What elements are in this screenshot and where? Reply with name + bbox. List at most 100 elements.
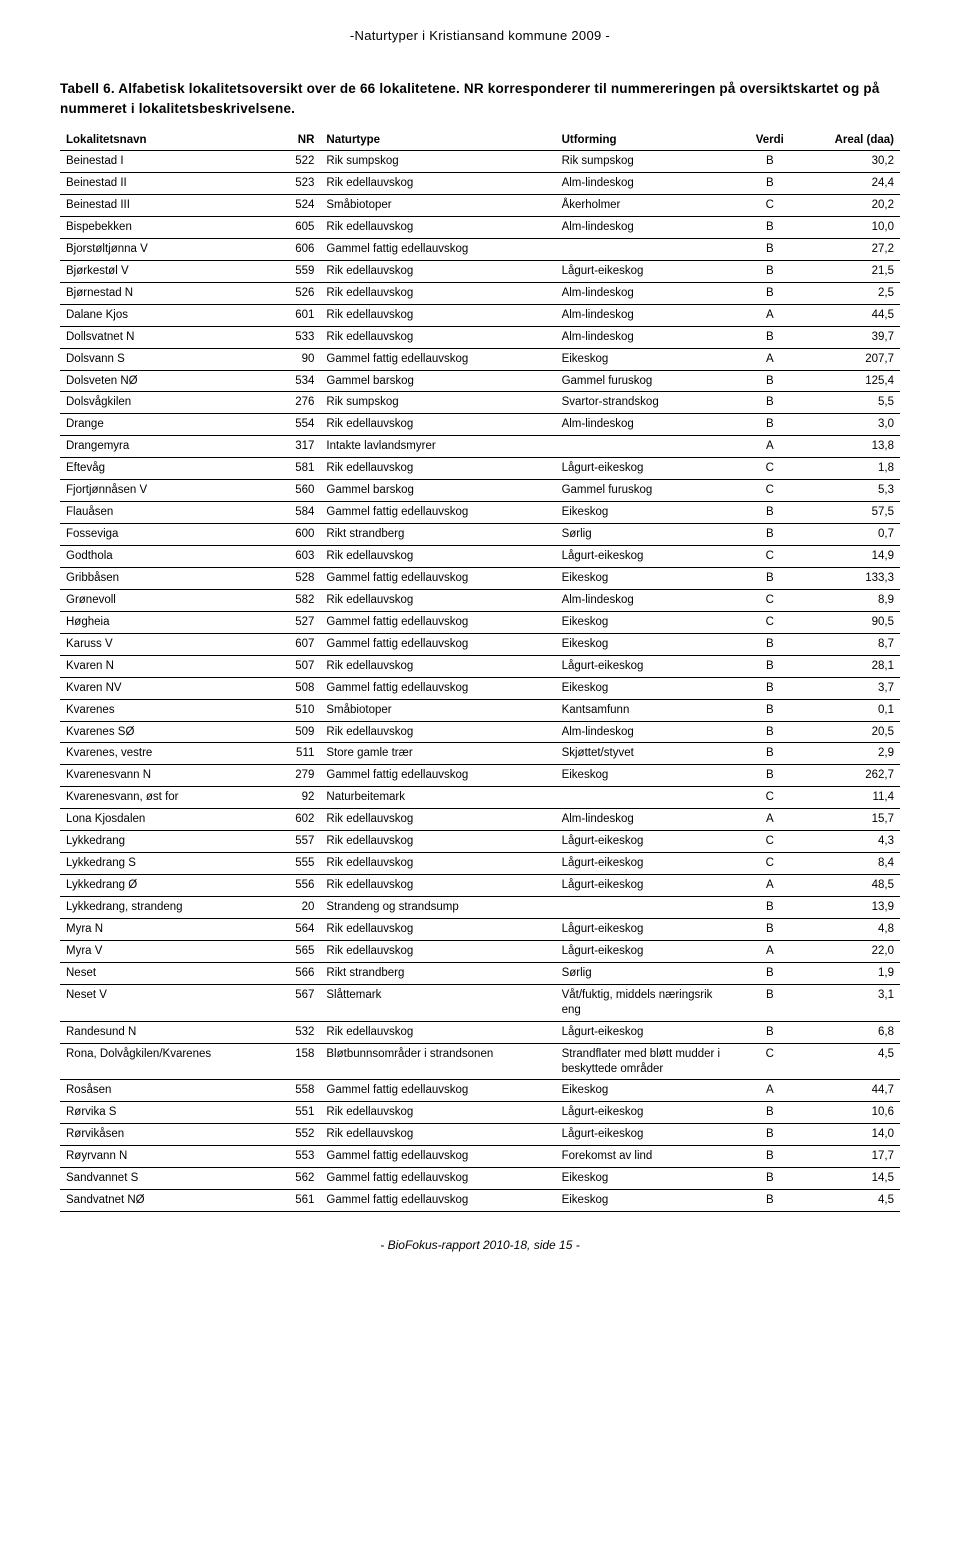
table-cell: Alm-lindeskog <box>556 304 741 326</box>
table-row: Lona Kjosdalen602Rik edellauvskogAlm-lin… <box>60 809 900 831</box>
table-cell: 553 <box>270 1146 320 1168</box>
table-cell: Bispebekken <box>60 216 270 238</box>
table-cell: Gammel fattig edellauvskog <box>320 567 555 589</box>
table-cell: Lågurt-eikeskog <box>556 546 741 568</box>
table-cell: Rørvikåsen <box>60 1124 270 1146</box>
table-cell: Alm-lindeskog <box>556 216 741 238</box>
table-cell: Myra N <box>60 918 270 940</box>
table-cell: B <box>740 743 799 765</box>
table-row: Høgheia527Gammel fattig edellauvskogEike… <box>60 611 900 633</box>
table-cell: Gammel fattig edellauvskog <box>320 1190 555 1212</box>
table-cell: Rik edellauvskog <box>320 414 555 436</box>
table-row: Dolsvågkilen276Rik sumpskogSvartor-stran… <box>60 392 900 414</box>
table-cell: 57,5 <box>799 502 900 524</box>
table-cell: Myra V <box>60 940 270 962</box>
table-cell: Naturbeitemark <box>320 787 555 809</box>
table-cell: 24,4 <box>799 173 900 195</box>
table-cell: 507 <box>270 655 320 677</box>
table-caption: Tabell 6. Alfabetisk lokalitetsoversikt … <box>60 79 900 118</box>
table-cell: 13,9 <box>799 897 900 919</box>
table-cell: 39,7 <box>799 326 900 348</box>
table-cell: Alm-lindeskog <box>556 809 741 831</box>
table-cell: Bjørkestøl V <box>60 260 270 282</box>
table-cell: Karuss V <box>60 633 270 655</box>
table-cell: Dolsvann S <box>60 348 270 370</box>
table-cell: 207,7 <box>799 348 900 370</box>
table-cell: Eikeskog <box>556 1080 741 1102</box>
table-cell: Intakte lavlandsmyrer <box>320 436 555 458</box>
table-row: Eftevåg581Rik edellauvskogLågurt-eikesko… <box>60 458 900 480</box>
table-cell: Gammel barskog <box>320 480 555 502</box>
table-cell: Rik edellauvskog <box>320 721 555 743</box>
table-cell: Beinestad III <box>60 195 270 217</box>
table-cell: 15,7 <box>799 809 900 831</box>
table-cell: Rik edellauvskog <box>320 1102 555 1124</box>
table-cell: 1,8 <box>799 458 900 480</box>
table-cell: Gammel fattig edellauvskog <box>320 1080 555 1102</box>
table-cell: Lågurt-eikeskog <box>556 875 741 897</box>
table-row: Kvaren N507Rik edellauvskogLågurt-eikesk… <box>60 655 900 677</box>
table-cell: 552 <box>270 1124 320 1146</box>
table-cell: Lykkedrang S <box>60 853 270 875</box>
table-cell: 524 <box>270 195 320 217</box>
table-row: Dolsvann S90Gammel fattig edellauvskogEi… <box>60 348 900 370</box>
table-cell: Rik edellauvskog <box>320 831 555 853</box>
table-row: Beinestad III524SmåbiotoperÅkerholmerC20… <box>60 195 900 217</box>
table-cell: 4,8 <box>799 918 900 940</box>
table-row: Drangemyra317Intakte lavlandsmyrerA13,8 <box>60 436 900 458</box>
table-cell: Bjørnestad N <box>60 282 270 304</box>
table-cell: Rosåsen <box>60 1080 270 1102</box>
table-cell: Eftevåg <box>60 458 270 480</box>
table-row: Bjørnestad N526Rik edellauvskogAlm-linde… <box>60 282 900 304</box>
table-cell: Lågurt-eikeskog <box>556 458 741 480</box>
table-cell: B <box>740 1124 799 1146</box>
table-cell: B <box>740 282 799 304</box>
table-cell: Rik edellauvskog <box>320 304 555 326</box>
table-row: Karuss V607Gammel fattig edellauvskogEik… <box>60 633 900 655</box>
table-row: Dollsvatnet N533Rik edellauvskogAlm-lind… <box>60 326 900 348</box>
page-footer: - BioFokus-rapport 2010-18, side 15 - <box>60 1238 900 1252</box>
table-cell: Dolsvågkilen <box>60 392 270 414</box>
table-cell: 90 <box>270 348 320 370</box>
table-cell: Rikt strandberg <box>320 524 555 546</box>
table-cell: 582 <box>270 589 320 611</box>
table-cell: 527 <box>270 611 320 633</box>
table-cell <box>556 787 741 809</box>
table-row: Kvarenes SØ509Rik edellauvskogAlm-lindes… <box>60 721 900 743</box>
table-cell: Lågurt-eikeskog <box>556 831 741 853</box>
table-cell: Fosseviga <box>60 524 270 546</box>
table-cell: Godthola <box>60 546 270 568</box>
table-cell: A <box>740 875 799 897</box>
table-cell: 276 <box>270 392 320 414</box>
table-cell: Lågurt-eikeskog <box>556 1102 741 1124</box>
table-cell <box>556 238 741 260</box>
table-cell: 0,7 <box>799 524 900 546</box>
table-cell: Gammel fattig edellauvskog <box>320 677 555 699</box>
table-cell: Drange <box>60 414 270 436</box>
table-cell: 557 <box>270 831 320 853</box>
table-cell <box>556 436 741 458</box>
table-row: Randesund N532Rik edellauvskogLågurt-eik… <box>60 1021 900 1043</box>
table-row: Dolsveten NØ534Gammel barskogGammel furu… <box>60 370 900 392</box>
table-cell: Lågurt-eikeskog <box>556 940 741 962</box>
table-row: Flauåsen584Gammel fattig edellauvskogEik… <box>60 502 900 524</box>
table-row: Beinestad I522Rik sumpskogRik sumpskogB3… <box>60 151 900 173</box>
table-cell: 4,3 <box>799 831 900 853</box>
table-cell: C <box>740 853 799 875</box>
table-cell: 90,5 <box>799 611 900 633</box>
table-cell: Gammel fattig edellauvskog <box>320 502 555 524</box>
table-cell: Skjøttet/styvet <box>556 743 741 765</box>
table-row: Røyrvann N553Gammel fattig edellauvskogF… <box>60 1146 900 1168</box>
table-cell: Drangemyra <box>60 436 270 458</box>
table-cell: Alm-lindeskog <box>556 589 741 611</box>
table-cell: Alm-lindeskog <box>556 282 741 304</box>
table-cell: 30,2 <box>799 151 900 173</box>
table-cell: Sandvatnet NØ <box>60 1190 270 1212</box>
table-cell: C <box>740 611 799 633</box>
table-cell: 3,1 <box>799 984 900 1021</box>
table-cell: Eikeskog <box>556 1168 741 1190</box>
table-cell: 22,0 <box>799 940 900 962</box>
table-cell: B <box>740 1102 799 1124</box>
table-cell <box>556 897 741 919</box>
table-cell: Lågurt-eikeskog <box>556 260 741 282</box>
